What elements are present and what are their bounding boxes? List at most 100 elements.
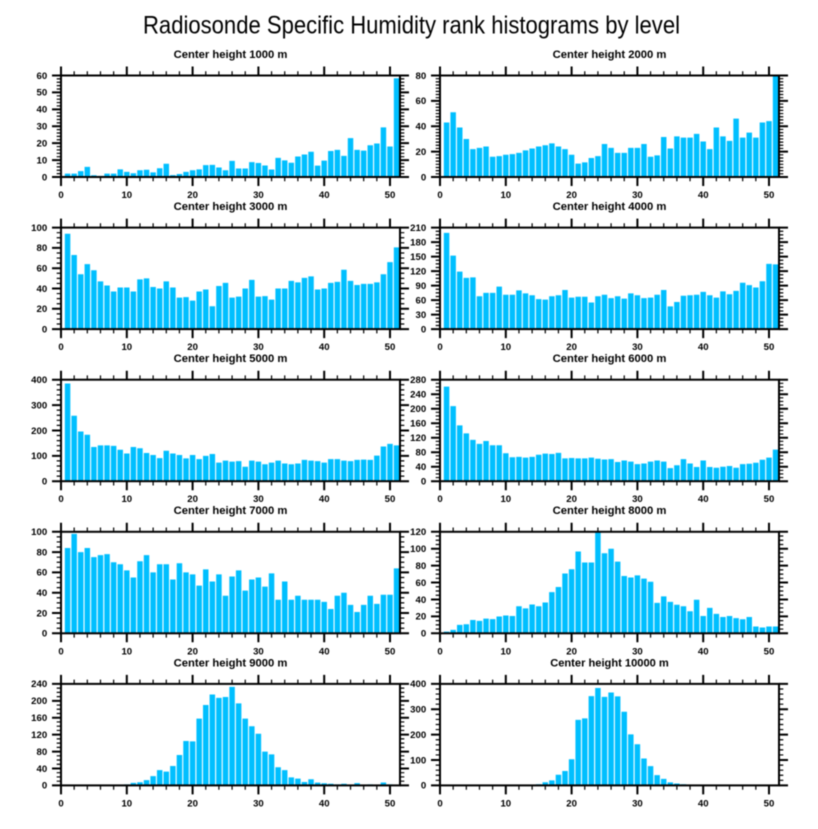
svg-text:0: 0 [437, 342, 442, 353]
svg-text:50: 50 [385, 646, 396, 657]
svg-text:80: 80 [416, 448, 427, 459]
svg-text:Center height 5000 m: Center height 5000 m [174, 353, 288, 365]
svg-text:Center height 3000 m: Center height 3000 m [174, 201, 288, 213]
svg-text:0: 0 [42, 324, 47, 335]
svg-text:280: 280 [410, 375, 426, 386]
svg-text:Center height 9000 m: Center height 9000 m [174, 657, 288, 669]
svg-text:160: 160 [31, 713, 47, 724]
svg-text:40: 40 [319, 646, 330, 657]
svg-text:20: 20 [37, 304, 48, 315]
svg-text:20: 20 [566, 798, 577, 809]
svg-text:120: 120 [410, 266, 426, 277]
svg-text:20: 20 [187, 646, 198, 657]
svg-text:60: 60 [37, 264, 48, 275]
svg-text:50: 50 [764, 342, 775, 353]
svg-text:30: 30 [632, 646, 643, 657]
svg-text:120: 120 [410, 527, 426, 538]
svg-text:0: 0 [437, 798, 442, 809]
svg-text:100: 100 [31, 223, 47, 234]
svg-text:10: 10 [500, 190, 511, 201]
svg-text:60: 60 [416, 578, 427, 589]
svg-text:80: 80 [37, 243, 48, 254]
svg-text:30: 30 [632, 494, 643, 505]
svg-text:30: 30 [416, 310, 427, 321]
svg-text:10: 10 [121, 646, 132, 657]
svg-text:40: 40 [416, 122, 427, 133]
svg-text:100: 100 [31, 527, 47, 538]
svg-text:400: 400 [31, 375, 47, 386]
svg-text:10: 10 [121, 494, 132, 505]
svg-text:100: 100 [410, 544, 426, 555]
svg-text:10: 10 [121, 342, 132, 353]
svg-text:20: 20 [566, 342, 577, 353]
svg-text:80: 80 [416, 561, 427, 572]
svg-text:20: 20 [187, 342, 198, 353]
svg-text:40: 40 [37, 105, 48, 116]
svg-text:300: 300 [31, 400, 47, 411]
svg-text:30: 30 [632, 342, 643, 353]
svg-text:50: 50 [764, 646, 775, 657]
svg-text:0: 0 [42, 781, 47, 792]
svg-text:40: 40 [698, 190, 709, 201]
svg-text:0: 0 [58, 646, 63, 657]
svg-text:10: 10 [37, 155, 48, 166]
svg-text:0: 0 [421, 324, 426, 335]
svg-text:160: 160 [410, 419, 426, 430]
svg-text:0: 0 [421, 781, 426, 792]
svg-text:100: 100 [31, 451, 47, 462]
svg-text:0: 0 [42, 629, 47, 640]
svg-text:20: 20 [416, 147, 427, 158]
svg-text:100: 100 [410, 755, 426, 766]
svg-text:60: 60 [416, 295, 427, 306]
svg-text:20: 20 [187, 798, 198, 809]
svg-text:50: 50 [37, 88, 48, 99]
svg-text:30: 30 [632, 190, 643, 201]
svg-text:0: 0 [421, 172, 426, 183]
svg-text:30: 30 [253, 798, 264, 809]
svg-text:40: 40 [698, 342, 709, 353]
svg-text:10: 10 [500, 342, 511, 353]
svg-text:20: 20 [416, 612, 427, 623]
svg-text:400: 400 [410, 679, 426, 690]
svg-text:Center height 1000 m: Center height 1000 m [174, 49, 288, 61]
svg-text:20: 20 [187, 494, 198, 505]
svg-text:30: 30 [632, 798, 643, 809]
svg-text:30: 30 [37, 122, 48, 133]
svg-text:80: 80 [416, 71, 427, 82]
svg-text:40: 40 [698, 798, 709, 809]
svg-text:50: 50 [764, 190, 775, 201]
svg-text:0: 0 [437, 494, 442, 505]
svg-text:20: 20 [37, 608, 48, 619]
svg-text:180: 180 [410, 237, 426, 248]
svg-text:200: 200 [31, 696, 47, 707]
svg-text:40: 40 [698, 494, 709, 505]
svg-text:40: 40 [319, 342, 330, 353]
svg-text:40: 40 [319, 190, 330, 201]
svg-text:40: 40 [37, 764, 48, 775]
svg-text:0: 0 [437, 190, 442, 201]
svg-text:40: 40 [37, 284, 48, 295]
svg-text:50: 50 [385, 494, 396, 505]
svg-text:Radiosonde Specific Humidity r: Radiosonde Specific Humidity rank histog… [143, 12, 680, 40]
svg-text:10: 10 [121, 798, 132, 809]
svg-text:60: 60 [37, 71, 48, 82]
svg-text:0: 0 [58, 342, 63, 353]
svg-text:0: 0 [421, 477, 426, 488]
svg-text:10: 10 [121, 190, 132, 201]
svg-text:20: 20 [37, 138, 48, 149]
svg-text:30: 30 [253, 494, 264, 505]
svg-text:10: 10 [500, 798, 511, 809]
svg-text:40: 40 [416, 595, 427, 606]
svg-text:0: 0 [58, 494, 63, 505]
svg-text:Center height 6000 m: Center height 6000 m [553, 353, 667, 365]
svg-text:120: 120 [31, 730, 47, 741]
svg-text:Center height 10000 m: Center height 10000 m [550, 657, 669, 669]
svg-text:40: 40 [319, 798, 330, 809]
svg-text:50: 50 [764, 494, 775, 505]
svg-text:200: 200 [410, 730, 426, 741]
svg-text:0: 0 [42, 477, 47, 488]
svg-text:0: 0 [58, 798, 63, 809]
svg-text:Center height 2000 m: Center height 2000 m [553, 49, 667, 61]
svg-text:40: 40 [698, 646, 709, 657]
svg-text:30: 30 [253, 190, 264, 201]
